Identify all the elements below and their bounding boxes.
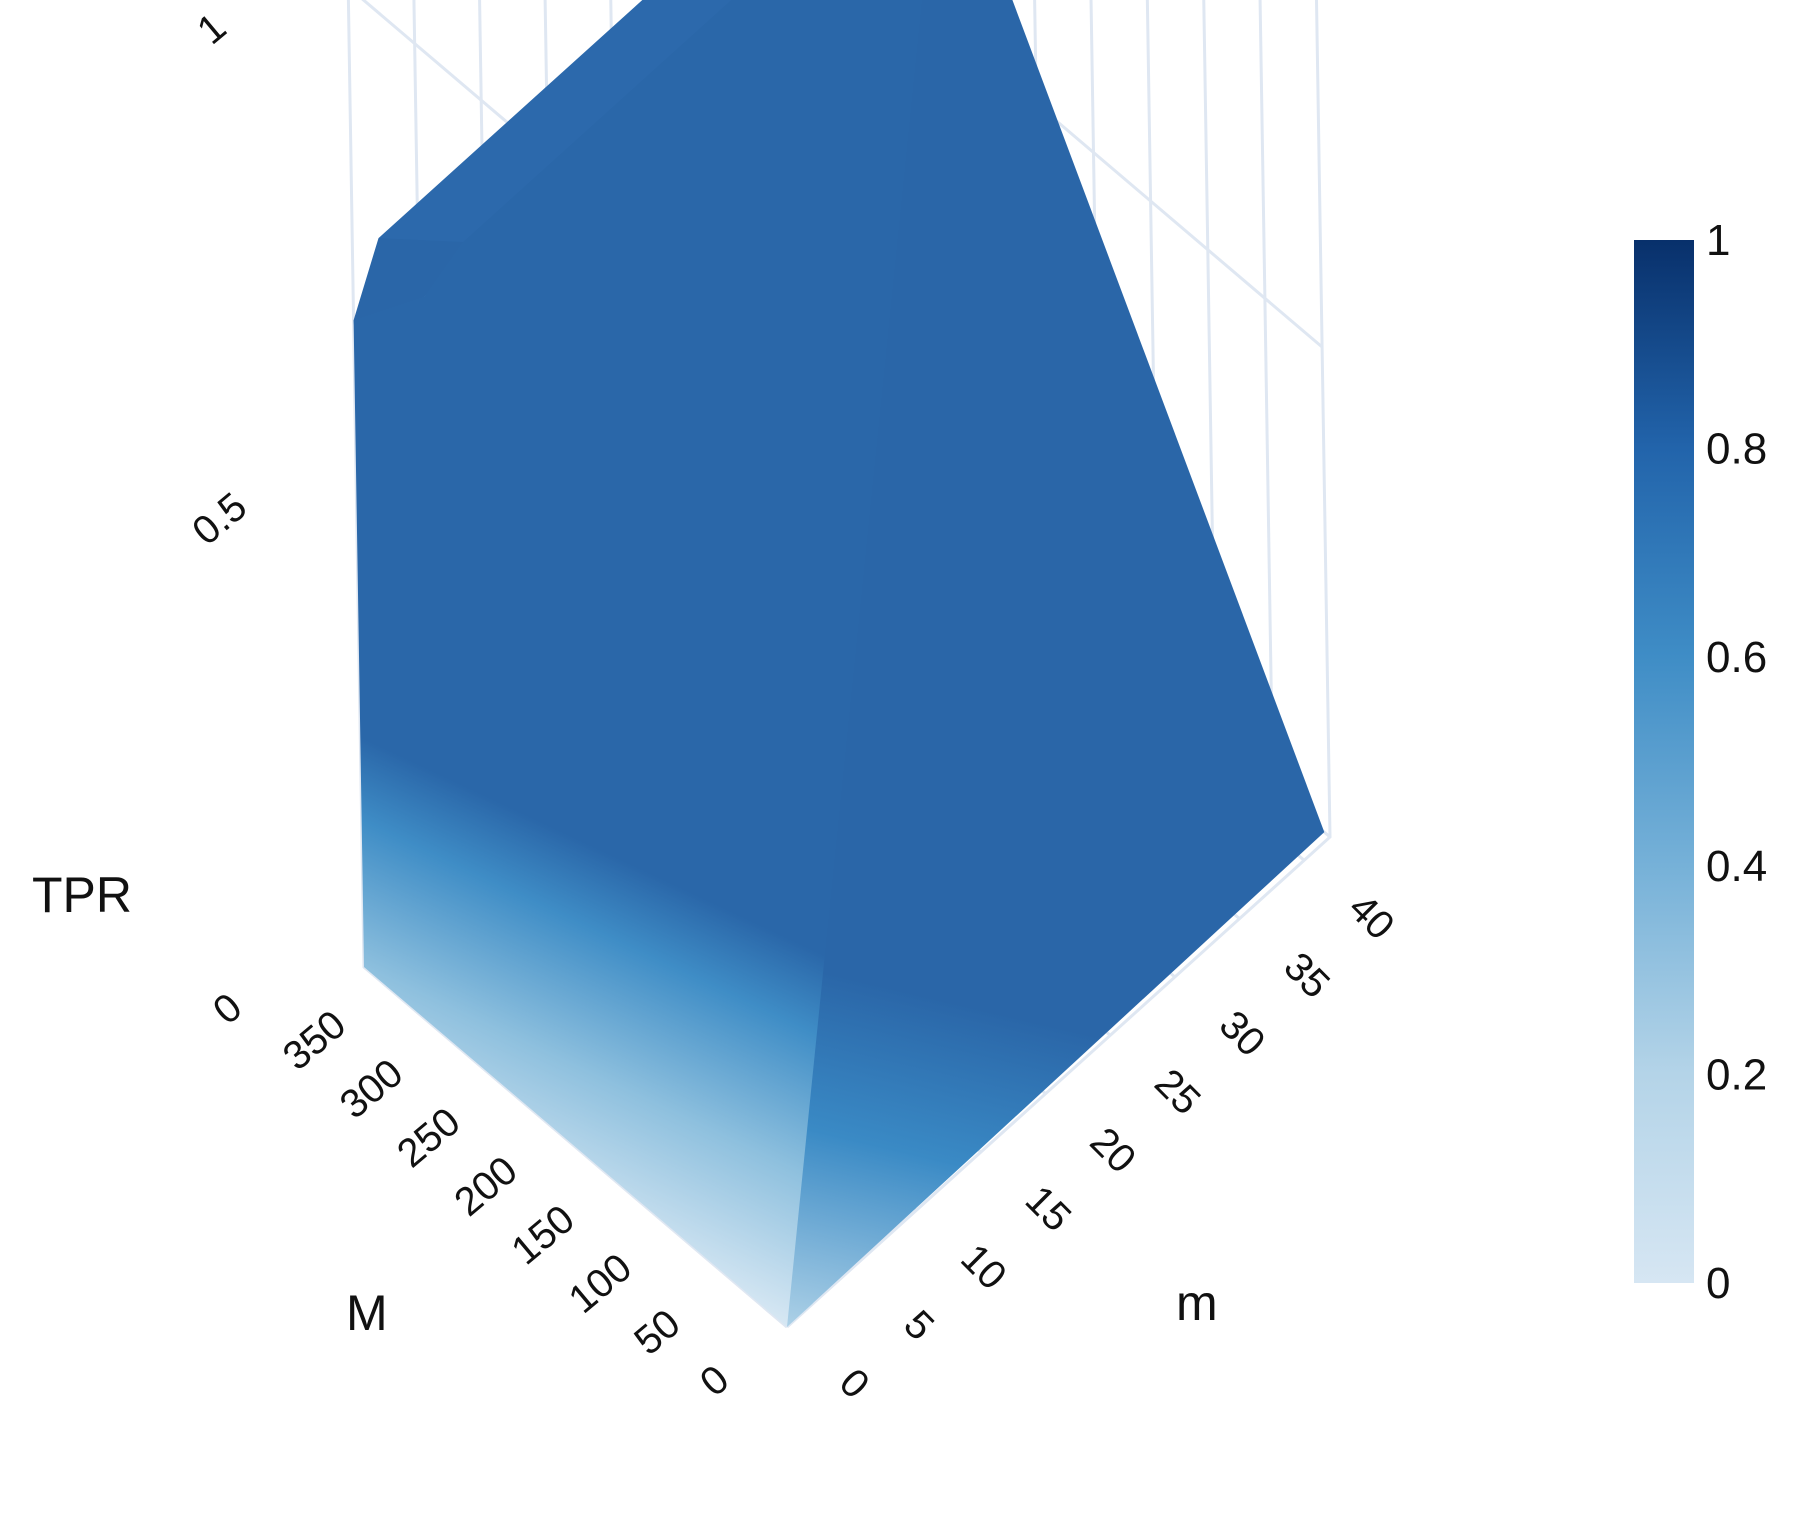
- z-tick-label: 1: [189, 5, 234, 53]
- x-tick-label: 15: [1017, 1178, 1080, 1241]
- x-tick-label: 5: [895, 1302, 942, 1349]
- axis-titles: TPR M m: [32, 867, 1218, 1341]
- x-axis-title: m: [1176, 1275, 1218, 1331]
- y-tick-label: 250: [389, 1100, 468, 1177]
- z-tick-label: 0: [205, 985, 250, 1033]
- y-axis-title: M: [346, 1285, 388, 1341]
- surface-layer: [353, 0, 1325, 1327]
- colorbar-tick-label: 0: [1706, 1259, 1730, 1308]
- y-tick-label: 150: [503, 1197, 582, 1274]
- colorbar-tick-label: 0.4: [1706, 842, 1767, 891]
- y-tick-label: 200: [446, 1148, 525, 1225]
- x-tick-label: 10: [952, 1236, 1015, 1299]
- x-tick-label: 40: [1340, 886, 1403, 949]
- colorbar-gradient: [1634, 240, 1694, 1283]
- x-tick-label: 20: [1082, 1119, 1145, 1182]
- y-tick-label: 50: [626, 1301, 688, 1363]
- x-tick-label: 25: [1146, 1061, 1209, 1124]
- x-tick-label: 35: [1275, 944, 1338, 1007]
- colorbar-tick-label: 0.8: [1706, 425, 1767, 474]
- x-tick-label: 0: [831, 1360, 878, 1407]
- colorbar: 0 0.2 0.4 0.6 0.8 1: [1634, 216, 1767, 1308]
- y-tick-label: 350: [275, 1002, 354, 1079]
- colorbar-tick-label: 0.2: [1706, 1050, 1767, 1099]
- colorbar-tick-label: 0.6: [1706, 633, 1767, 682]
- surface-right-face: [787, 0, 1325, 1327]
- z-axis-title: TPR: [32, 867, 132, 923]
- y-tick-label: 300: [332, 1051, 411, 1128]
- y-tick-label: 0: [692, 1357, 737, 1405]
- surface-front-face: [353, 0, 925, 1327]
- colorbar-tick-label: 1: [1706, 216, 1730, 265]
- z-tick-label: 0.5: [184, 484, 255, 553]
- y-tick-label: 100: [561, 1245, 640, 1322]
- x-tick-label: 30: [1211, 1003, 1274, 1066]
